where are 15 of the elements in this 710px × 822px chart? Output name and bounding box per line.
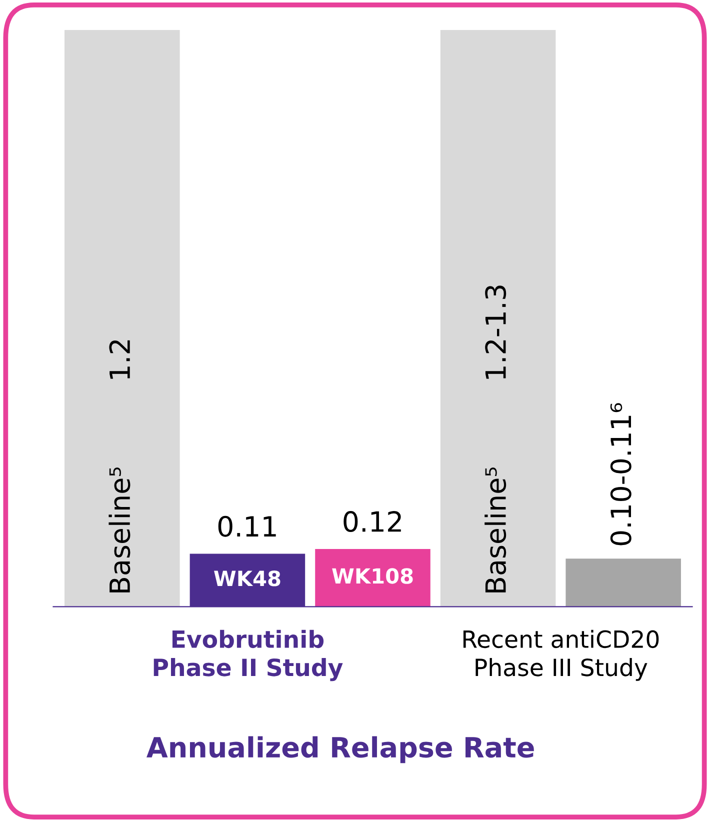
text: Annualized Relapse Rate (146, 736, 534, 764)
bar (566, 558, 681, 607)
data-label: 0.12 (344, 511, 401, 532)
x-tick-label: WK108 (332, 568, 413, 584)
x-tick-label: WK48 (214, 570, 280, 586)
bar (64, 30, 180, 607)
data-label: 1.2-1.3 (485, 286, 506, 379)
data-label: 0.10-0.11⁶ (610, 403, 632, 546)
text: Recent antiCD20 Phase III Study (463, 630, 659, 681)
bar (440, 30, 556, 607)
x-tick-label: Baseline⁵ (108, 468, 130, 592)
x-tick-label: Baseline⁵ (484, 468, 506, 592)
text: Evobrutinib Phase II Study (154, 630, 343, 682)
data-label: 1.2 (109, 340, 130, 379)
data-label: 0.11 (218, 516, 276, 537)
